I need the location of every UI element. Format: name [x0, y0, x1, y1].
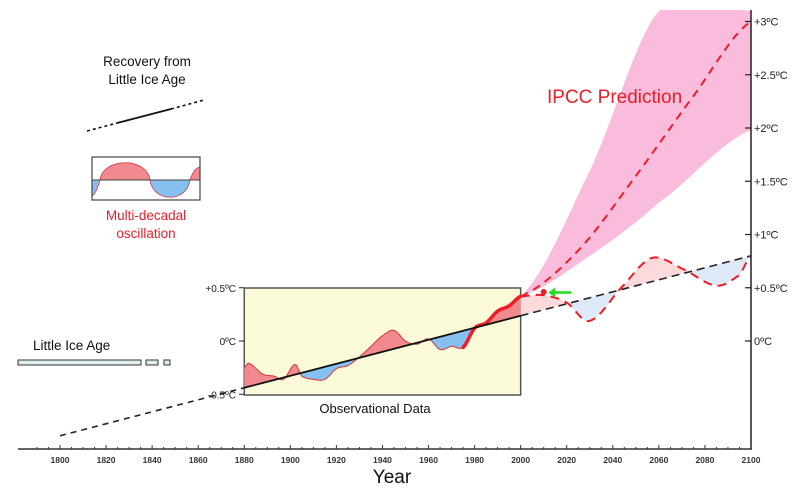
x-tick-label: 1840 — [143, 455, 162, 465]
forecast-anomaly-cool-fill — [688, 255, 751, 286]
x-tick-label: 1960 — [419, 455, 438, 465]
oscillation-forecast-line — [520, 255, 752, 323]
observed-2010-point — [540, 289, 547, 296]
mini-oscillation-cool-fill — [149, 179, 191, 198]
observed-anomaly-warm-fill — [244, 363, 279, 388]
inset-y-tick-label: -0.5ºC — [208, 390, 236, 401]
observed-anomaly-warm-fill — [358, 330, 413, 359]
observed-anomaly-cool-fill — [300, 357, 359, 381]
x-tick-label: 1800 — [51, 455, 70, 465]
mini-oscillation-box — [91, 156, 201, 201]
ipcc-prediction-line — [520, 20, 752, 298]
x-tick-label: 2040 — [603, 455, 622, 465]
forecast-anomaly-warm-fill — [619, 257, 689, 291]
observed-recent-temperature-line — [461, 294, 523, 350]
inset-y-tick-label: 0ºC — [220, 337, 236, 348]
x-tick-label: 2080 — [695, 455, 714, 465]
x-tick-label: 2000 — [511, 455, 530, 465]
ipcc-uncertainty-band — [520, 10, 751, 297]
trend-line-observed — [244, 314, 521, 389]
y-tick-label: +0.5ºC — [754, 283, 788, 295]
recovery-line-solid — [116, 108, 172, 124]
x-tick-label: 1920 — [327, 455, 346, 465]
recovery-label-line1: Recovery from — [103, 54, 191, 69]
trend-line-past-dashed — [59, 387, 245, 437]
little-ice-age-bar — [17, 359, 142, 366]
little-ice-age-label: Little Ice Age — [33, 338, 110, 353]
recovery-label-line2: Little Ice Age — [108, 72, 185, 87]
mini-oscillation-cool-fill — [91, 179, 101, 197]
trend-line-future-dashed — [520, 255, 752, 317]
recovery-line-dotted-right — [170, 99, 205, 110]
x-tick-label: 1880 — [235, 455, 254, 465]
x-axis-label: Year — [373, 467, 412, 488]
x-tick-label: 2100 — [742, 455, 761, 465]
x-tick-label: 1940 — [373, 455, 392, 465]
inset-y-tick-label: +0.5ºC — [205, 284, 236, 295]
y-tick-label: +2ºC — [754, 123, 779, 135]
mini-oscillation-warm-fill — [99, 162, 151, 181]
forecast-anomaly-warm-fill — [520, 294, 569, 316]
y-tick-label: +2.5ºC — [754, 70, 788, 82]
x-tick-label: 1980 — [465, 455, 484, 465]
green-arrow-icon — [548, 287, 556, 298]
x-tick-label: 1860 — [189, 455, 208, 465]
x-tick-label: 1900 — [281, 455, 300, 465]
oscillation-label-line2: oscillation — [116, 226, 175, 241]
y-tick-label: +1.5ºC — [754, 176, 788, 188]
little-ice-age-bar — [163, 359, 171, 366]
ipcc-prediction-label: IPCC Prediction — [547, 87, 682, 108]
y-tick-label: +1ºC — [754, 230, 779, 242]
oscillation-label-line1: Multi-decadal — [106, 208, 186, 223]
x-tick-label: 2060 — [649, 455, 668, 465]
y-tick-label: +3ºC — [754, 17, 779, 29]
y-tick-label: 0ºC — [754, 336, 772, 348]
little-ice-age-bar — [145, 359, 159, 366]
x-tick-label: 1820 — [97, 455, 116, 465]
mini-oscillation-warm-fill — [189, 166, 201, 181]
x-tick-label: 2020 — [557, 455, 576, 465]
forecast-anomaly-cool-fill — [568, 290, 620, 322]
recovery-line-dotted-left — [86, 122, 118, 132]
observational-data-label: Observational Data — [319, 401, 431, 416]
